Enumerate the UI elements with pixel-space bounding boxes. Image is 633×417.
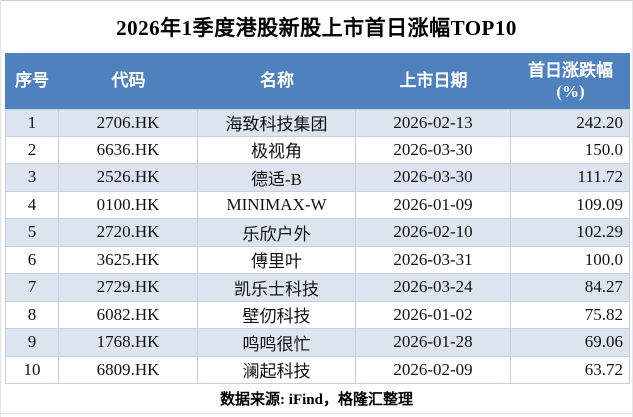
header-label-change: 首日涨跌幅 <box>528 60 613 80</box>
cell-name: 海致科技集团 <box>198 109 356 137</box>
cell-rank: 2 <box>5 136 59 164</box>
cell-name: 傅里叶 <box>198 246 356 274</box>
cell-rank: 1 <box>5 109 59 137</box>
header-label-rank: 序号 <box>15 71 49 91</box>
cell-change: 111.72 <box>511 164 630 192</box>
cell-rank: 4 <box>5 191 59 219</box>
table-header-row: 序号 代码 名称 上市日期 首日涨跌幅 (%) <box>5 53 630 109</box>
cell-date: 2026-01-09 <box>356 191 511 219</box>
cell-date: 2026-01-02 <box>356 301 511 329</box>
cell-name: 凯乐士科技 <box>198 274 356 302</box>
cell-rank: 9 <box>5 329 59 357</box>
cell-name: 乐欣户外 <box>198 219 356 247</box>
cell-name: 澜起科技 <box>198 356 356 384</box>
title-bar: 2026年1季度港股新股上市首日涨幅TOP10 <box>1 1 632 53</box>
table-row: 4 0100.HK MINIMAX-W 2026-01-09 109.09 <box>5 191 630 219</box>
cell-date: 2026-01-28 <box>356 329 511 357</box>
header-cell-change: 首日涨跌幅 (%) <box>511 60 630 103</box>
cell-date: 2026-03-24 <box>356 274 511 302</box>
cell-code: 2720.HK <box>59 219 198 247</box>
cell-date: 2026-02-09 <box>356 356 511 384</box>
table-row: 8 6082.HK 壁仞科技 2026-01-02 75.82 <box>5 301 630 329</box>
cell-date: 2026-02-10 <box>356 219 511 247</box>
cell-code: 6636.HK <box>59 136 198 164</box>
table-row: 6 3625.HK 傅里叶 2026-03-31 100.0 <box>5 246 630 274</box>
cell-code: 2526.HK <box>59 164 198 192</box>
cell-code: 1768.HK <box>59 329 198 357</box>
table-body: 1 2706.HK 海致科技集团 2026-02-13 242.20 2 663… <box>5 109 630 384</box>
cell-date: 2026-03-30 <box>356 164 511 192</box>
cell-change: 109.09 <box>511 191 630 219</box>
table-row: 5 2720.HK 乐欣户外 2026-02-10 102.29 <box>5 219 630 247</box>
cell-code: 6082.HK <box>59 301 198 329</box>
cell-rank: 3 <box>5 164 59 192</box>
cell-code: 2706.HK <box>59 109 198 137</box>
header-label-code: 代码 <box>111 71 146 91</box>
table-row: 10 6809.HK 澜起科技 2026-02-09 63.72 <box>5 356 630 384</box>
table-row: 2 6636.HK 极视角 2026-03-30 150.0 <box>5 136 630 164</box>
cell-change: 242.20 <box>511 109 630 137</box>
table-row: 1 2706.HK 海致科技集团 2026-02-13 242.20 <box>5 109 630 137</box>
cell-rank: 5 <box>5 219 59 247</box>
header-cell-rank: 序号 <box>5 70 59 91</box>
cell-change: 63.72 <box>511 356 630 384</box>
cell-name: 德适-B <box>198 164 356 192</box>
cell-name: 鸣鸣很忙 <box>198 329 356 357</box>
cell-change: 150.0 <box>511 136 630 164</box>
table-row: 3 2526.HK 德适-B 2026-03-30 111.72 <box>5 164 630 192</box>
cell-code: 6809.HK <box>59 356 198 384</box>
cell-date: 2026-03-31 <box>356 246 511 274</box>
footer-bar: 数据来源: iFind，格隆汇整理 <box>1 384 632 414</box>
ipo-top10-table: 序号 代码 名称 上市日期 首日涨跌幅 (%) 1 2706.HK 海致科技集团… <box>5 53 630 384</box>
header-cell-code: 代码 <box>59 70 198 91</box>
cell-code: 2729.HK <box>59 274 198 302</box>
data-source-note: 数据来源: iFind，格隆汇整理 <box>220 392 413 408</box>
cell-name: 极视角 <box>198 136 356 164</box>
table-row: 9 1768.HK 鸣鸣很忙 2026-01-28 69.06 <box>5 329 630 357</box>
header-label-name: 名称 <box>260 71 294 91</box>
cell-code: 0100.HK <box>59 191 198 219</box>
header-label-change-unit: (%) <box>556 82 585 101</box>
header-cell-date: 上市日期 <box>356 70 511 91</box>
cell-change: 100.0 <box>511 246 630 274</box>
cell-rank: 7 <box>5 274 59 302</box>
page-title: 2026年1季度港股新股上市首日涨幅TOP10 <box>116 16 517 40</box>
cell-code: 3625.HK <box>59 246 198 274</box>
header-cell-name: 名称 <box>198 70 356 91</box>
header-label-date: 上市日期 <box>399 71 468 91</box>
cell-name: MINIMAX-W <box>198 191 356 219</box>
cell-name: 壁仞科技 <box>198 301 356 329</box>
cell-date: 2026-02-13 <box>356 109 511 137</box>
cell-rank: 10 <box>5 356 59 384</box>
cell-rank: 8 <box>5 301 59 329</box>
cell-change: 75.82 <box>511 301 630 329</box>
cell-date: 2026-03-30 <box>356 136 511 164</box>
table-row: 7 2729.HK 凯乐士科技 2026-03-24 84.27 <box>5 274 630 302</box>
cell-change: 102.29 <box>511 219 630 247</box>
cell-change: 69.06 <box>511 329 630 357</box>
cell-change: 84.27 <box>511 274 630 302</box>
cell-rank: 6 <box>5 246 59 274</box>
